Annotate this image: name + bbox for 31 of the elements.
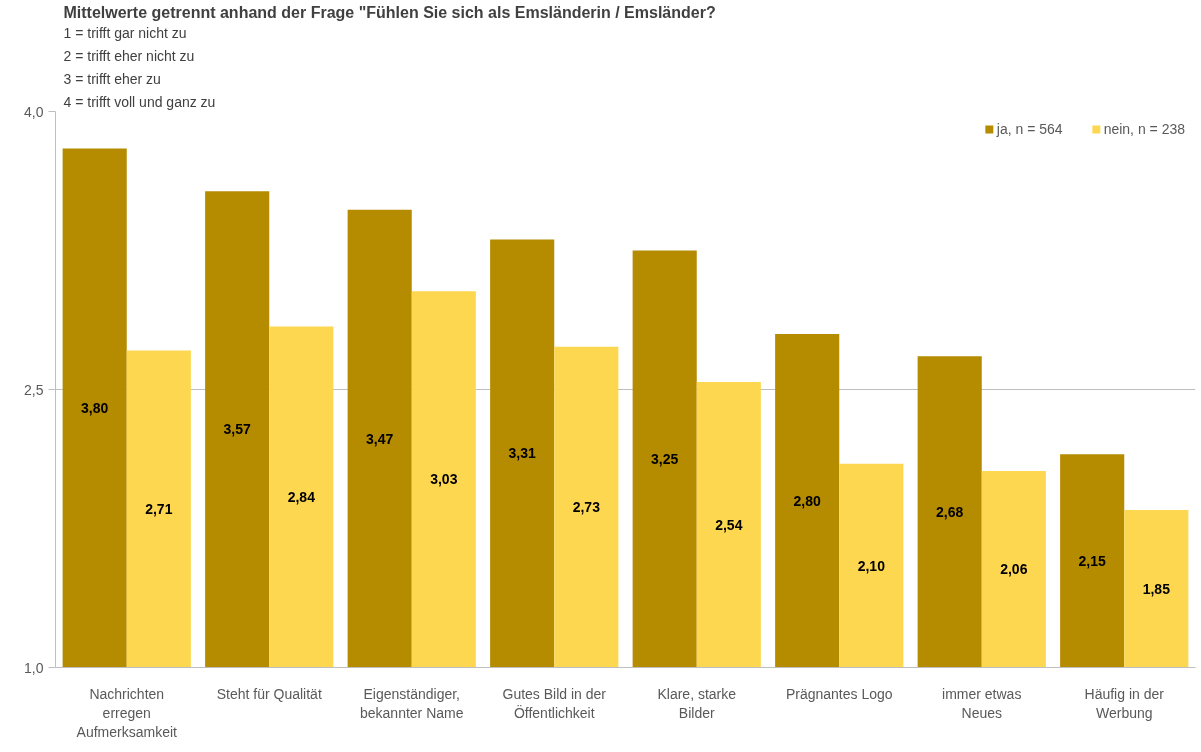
legend-label: ja, n = 564 [996,121,1063,137]
data-label: 2,10 [857,557,886,574]
data-label: 3,47 [366,430,394,447]
y-tick-label: 1,0 [24,659,44,676]
y-tick-label: 4,0 [24,103,44,120]
data-label: 2,15 [1078,552,1107,569]
x-tick-label: immer etwas Neues [942,685,1022,721]
x-tick-label: Klare, starke Bilder [657,685,737,721]
data-label: 2,68 [936,503,964,520]
data-label: 3,03 [430,471,458,488]
data-label: 3,31 [508,445,537,462]
chart-title: Mittelwerte getrennt anhand der Frage "Fühlen Sie sich als Emsländerin / Emsländer? [63,3,716,21]
data-label: 2,73 [572,499,601,516]
x-tick-label: Steht für Qualität [216,685,322,702]
data-label: 3,25 [651,451,679,467]
data-label: 2,84 [287,488,316,505]
data-label: 2,71 [145,501,173,518]
y-tick-label: 2,5 [24,381,44,398]
x-tick-label: Nachrichten erregen Aufmerksamkeit [76,685,178,740]
x-tick-label: Gutes Bild in der Öffentlichkeit [502,685,607,721]
data-label: 3,57 [223,421,252,438]
x-tick-label: Prägnantes Logo [785,685,893,702]
chart-subtitle: 1 = trifft gar nicht zu 2 = trifft eher nicht zu 3 = trifft eher zu 4 = trifft voll und ganz zu [63,24,216,111]
data-label: 2,80 [793,492,822,509]
x-tick-label: Häufig in der Werbung [1084,685,1165,721]
x-tick-label: Eigenständiger, bekannter Name [360,685,464,721]
data-label: 1,85 [1142,580,1171,597]
data-label: 2,54 [715,516,743,533]
legend-label: nein, n = 238 [1103,121,1185,137]
data-label: 3,80 [81,400,109,417]
data-label: 2,06 [1000,561,1028,578]
